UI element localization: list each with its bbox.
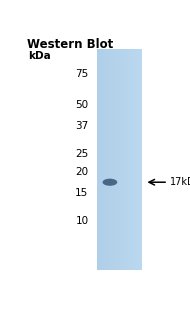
Text: 15: 15 — [75, 188, 89, 198]
Text: 75: 75 — [75, 69, 89, 79]
Text: 50: 50 — [75, 100, 89, 110]
Text: kDa: kDa — [28, 51, 51, 61]
Text: 10: 10 — [75, 217, 89, 226]
Text: 25: 25 — [75, 149, 89, 159]
Ellipse shape — [103, 179, 117, 186]
Text: 17kDa: 17kDa — [169, 177, 190, 187]
Text: 20: 20 — [75, 167, 89, 176]
Text: 37: 37 — [75, 121, 89, 131]
Text: Western Blot: Western Blot — [27, 38, 113, 51]
